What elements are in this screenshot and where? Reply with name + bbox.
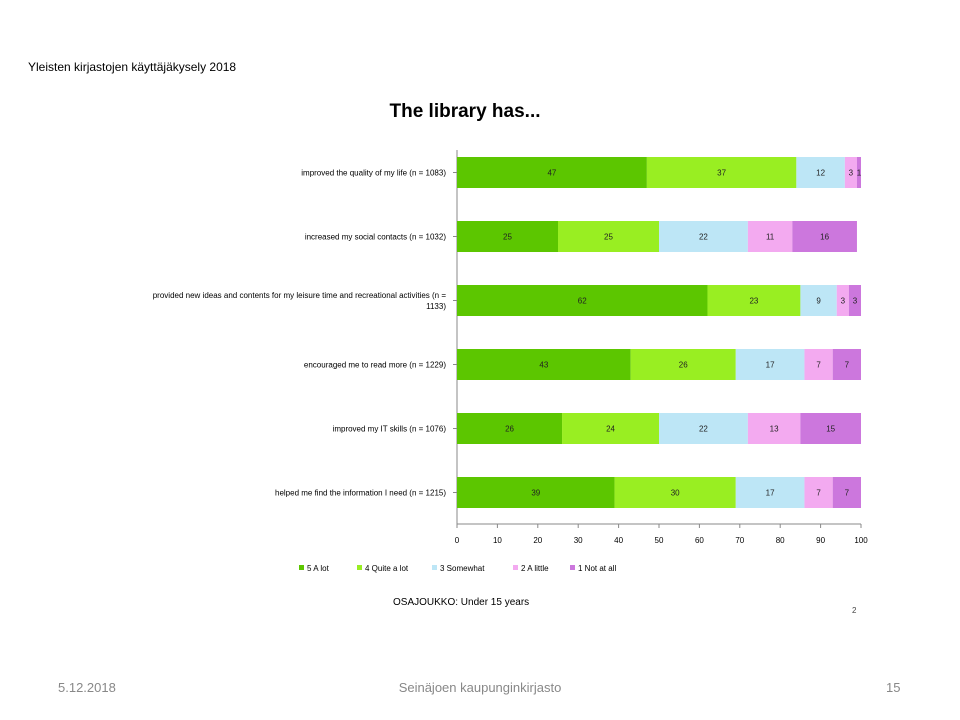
- bar-segment: [735, 349, 805, 380]
- data-label: 16: [820, 233, 829, 242]
- legend-swatch: [513, 565, 518, 570]
- data-label: 23: [749, 297, 758, 306]
- chart-title: The library has...: [389, 101, 541, 122]
- bar-segment: [832, 477, 861, 508]
- x-tick-label: 0: [455, 536, 460, 545]
- data-label: 1: [857, 169, 862, 178]
- bar-segment: [836, 285, 849, 316]
- bar-segment: [832, 349, 861, 380]
- legend-swatch: [299, 565, 304, 570]
- bar-segment: [659, 221, 748, 252]
- bar-segment: [646, 157, 797, 188]
- bar-segment: [614, 477, 736, 508]
- bar-segment: [457, 477, 615, 508]
- bar-segment: [457, 157, 647, 188]
- subset-label: OSAJOUKKO: Under 15 years: [393, 597, 530, 608]
- page-number: 2: [852, 606, 857, 615]
- bar-segment: [735, 477, 805, 508]
- x-tick-label: 10: [493, 536, 502, 545]
- data-label: 11: [766, 233, 775, 242]
- data-label: 15: [826, 425, 835, 434]
- footer-slide-number: 15: [886, 680, 901, 695]
- x-tick-label: 50: [655, 536, 664, 545]
- bar-segment: [804, 477, 833, 508]
- x-tick-label: 20: [533, 536, 542, 545]
- footer-organization: Seinäjoen kaupunginkirjasto: [398, 680, 562, 695]
- legend-label: 5 A lot: [307, 564, 330, 573]
- survey-title: Yleisten kirjastojen käyttäjäkysely 2018: [28, 60, 237, 74]
- legend-label: 4 Quite a lot: [365, 564, 409, 573]
- data-label: 47: [547, 169, 556, 178]
- bar-segment: [457, 349, 631, 380]
- legend-swatch: [432, 565, 437, 570]
- data-label: 22: [699, 233, 708, 242]
- data-label: 30: [671, 489, 680, 498]
- data-label: 17: [766, 361, 775, 370]
- x-tick-label: 80: [776, 536, 785, 545]
- bar-segment: [558, 221, 659, 252]
- data-label: 24: [606, 425, 615, 434]
- legend-swatch: [357, 565, 362, 570]
- category-label: improved the quality of my life (n = 108…: [301, 169, 446, 178]
- category-label: increased my social contacts (n = 1032): [305, 233, 447, 242]
- bar-segment: [747, 413, 801, 444]
- bar-segment: [796, 157, 845, 188]
- data-label: 7: [816, 489, 821, 498]
- data-label: 37: [717, 169, 726, 178]
- footer-date: 5.12.2018: [58, 680, 116, 695]
- data-label: 7: [845, 489, 850, 498]
- x-tick-label: 60: [695, 536, 704, 545]
- data-label: 7: [845, 361, 850, 370]
- bar-segment: [792, 221, 857, 252]
- data-label: 3: [841, 297, 846, 306]
- x-tick-label: 100: [854, 536, 868, 545]
- legend-swatch: [570, 565, 575, 570]
- data-label: 3: [853, 297, 858, 306]
- x-tick-label: 30: [574, 536, 583, 545]
- bar-segment: [659, 413, 748, 444]
- x-tick-label: 70: [735, 536, 744, 545]
- data-label: 39: [531, 489, 540, 498]
- bar-segment: [457, 285, 708, 316]
- data-label: 25: [604, 233, 613, 242]
- bar-segment: [856, 157, 861, 188]
- category-label: provided new ideas and contents for my l…: [153, 291, 447, 300]
- x-tick-label: 90: [816, 536, 825, 545]
- data-label: 26: [505, 425, 514, 434]
- bar-segment: [562, 413, 659, 444]
- data-label: 12: [816, 169, 825, 178]
- legend-label: 1 Not at all: [578, 564, 616, 573]
- legend-label: 2 A little: [521, 564, 549, 573]
- data-label: 3: [849, 169, 854, 178]
- data-label: 43: [539, 361, 548, 370]
- data-label: 9: [816, 297, 821, 306]
- bar-segment: [800, 285, 837, 316]
- bar-segment: [800, 413, 861, 444]
- bar-segment: [457, 221, 558, 252]
- bar-segment: [630, 349, 736, 380]
- bar-segment: [707, 285, 801, 316]
- category-label: encouraged me to read more (n = 1229): [304, 361, 446, 370]
- legend-label: 3 Somewhat: [440, 564, 485, 573]
- bar-segment: [457, 413, 563, 444]
- data-label: 22: [699, 425, 708, 434]
- data-label: 7: [816, 361, 821, 370]
- x-tick-label: 40: [614, 536, 623, 545]
- data-label: 25: [503, 233, 512, 242]
- data-label: 26: [679, 361, 688, 370]
- data-label: 62: [578, 297, 587, 306]
- category-label: improved my IT skills (n = 1076): [333, 425, 447, 434]
- data-label: 17: [766, 489, 775, 498]
- bar-segment: [804, 349, 833, 380]
- bar-segment: [848, 285, 861, 316]
- bar-segment: [747, 221, 793, 252]
- data-label: 13: [770, 425, 779, 434]
- category-label: 1133): [426, 302, 446, 311]
- bar-segment: [844, 157, 857, 188]
- category-label: helped me find the information I need (n…: [275, 489, 446, 498]
